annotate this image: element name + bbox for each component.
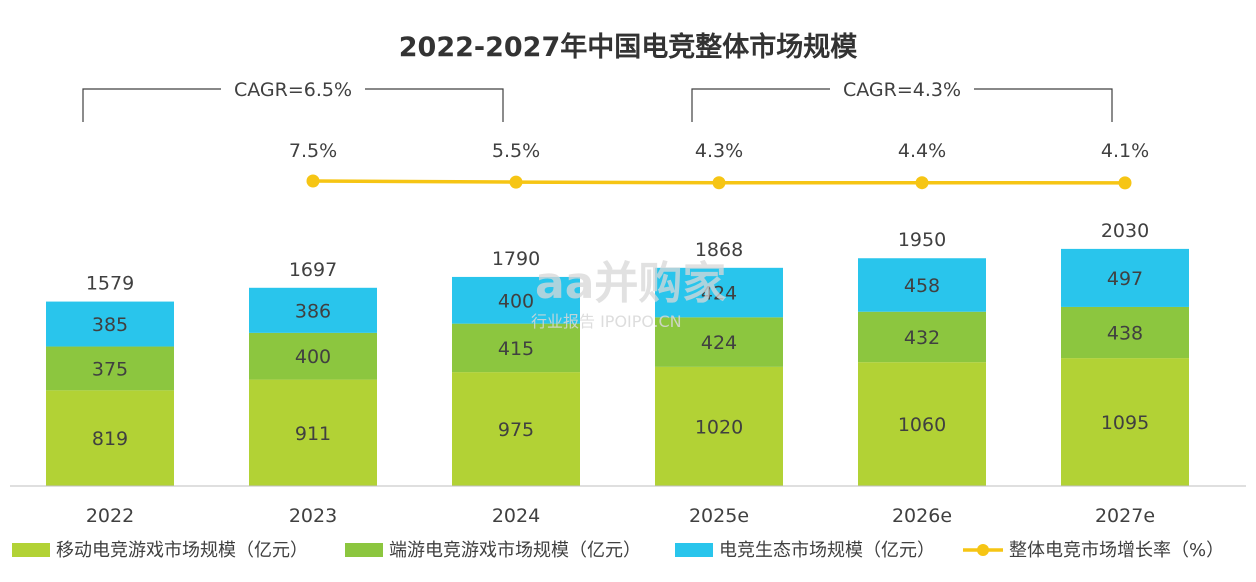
bar-value-label: 400 <box>498 290 534 312</box>
bar-total-label: 1950 <box>898 229 946 251</box>
bar-segment-3-2026e <box>858 258 986 312</box>
cagr-annotations: CAGR=6.5% CAGR=4.3% <box>82 79 1113 122</box>
bar-segment-1-2023 <box>249 379 377 486</box>
cagr-label: CAGR=6.5% <box>234 79 352 101</box>
legend-label: 端游电竞游戏市场规模（亿元） <box>389 540 641 561</box>
legend-label: 移动电竞游戏市场规模（亿元） <box>56 540 308 561</box>
bar-total-label: 2030 <box>1101 220 1149 242</box>
bar-value-label: 424 <box>701 283 737 305</box>
x-tick-label: 2027e <box>1095 505 1155 527</box>
bar-value-label: 385 <box>92 314 128 336</box>
legend-swatch <box>675 543 713 557</box>
x-tick-label: 2022 <box>86 505 134 527</box>
bar-segment-3-2025e <box>655 267 783 318</box>
legend-label: 电竞生态市场规模（亿元） <box>719 540 935 561</box>
bar-segment-1-2026e <box>858 362 986 486</box>
bar-value-label: 911 <box>295 423 331 445</box>
bar-segment-2-2026e <box>858 311 986 363</box>
growth-label: 4.1% <box>1101 140 1149 162</box>
x-tick-label: 2023 <box>289 505 337 527</box>
bar-value-label: 424 <box>701 332 737 354</box>
bar-segment-3-2023 <box>249 287 377 333</box>
bar-segment-3-2024 <box>452 276 580 324</box>
bar-segment-2-2022 <box>46 346 174 391</box>
growth-label: 7.5% <box>289 140 337 162</box>
growth-line-group: 7.5% 5.5% 4.3% 4.4% 4.1% <box>289 140 1149 190</box>
bar-segment-3-2027e <box>1061 248 1189 307</box>
growth-point <box>915 176 929 190</box>
bar-value-label: 438 <box>1107 323 1143 345</box>
bar-total-label: 1868 <box>695 239 743 261</box>
growth-point <box>509 175 523 189</box>
growth-label: 4.3% <box>695 140 743 162</box>
legend-label: 整体电竞市场增长率（%） <box>1009 540 1224 561</box>
bar-segment-2-2025e <box>655 317 783 367</box>
watermark-sub: 行业报告 IPOIPO.CN <box>531 312 682 331</box>
growth-label: 4.4% <box>898 140 946 162</box>
bar-segment-1-2024 <box>452 372 580 486</box>
bar-value-label: 1060 <box>898 414 946 436</box>
bar-segment-1-2025e <box>655 366 783 486</box>
bar-value-label: 975 <box>498 419 534 441</box>
bar-segment-2-2027e <box>1061 306 1189 359</box>
watermark: aa并购家 行业报告 IPOIPO.CN <box>531 258 726 331</box>
bar-segment-2-2023 <box>249 332 377 380</box>
cagr-bracket <box>691 88 1113 122</box>
growth-point <box>712 176 726 190</box>
legend-marker <box>977 544 989 556</box>
chart-title: 2022-2027年中国电竞整体市场规模 <box>399 31 858 63</box>
bar-segment-3-2022 <box>46 301 174 347</box>
x-tick-label: 2024 <box>492 505 540 527</box>
bar-value-label: 497 <box>1107 268 1143 290</box>
bar-total-label: 1697 <box>289 259 337 281</box>
bar-value-label: 386 <box>295 300 331 322</box>
watermark-main: aa并购家 <box>535 258 726 309</box>
bar-segment-1-2022 <box>46 390 174 486</box>
x-tick-label: 2025e <box>689 505 749 527</box>
bars-group: 819 375 385 1579 911 400 386 1697 975 415 400 1790 1… <box>46 220 1189 486</box>
bar-value-label: 1095 <box>1101 412 1149 434</box>
bar-value-label: 400 <box>295 346 331 368</box>
bar-value-label: 1020 <box>695 416 743 438</box>
bar-value-label: 458 <box>904 275 940 297</box>
growth-point <box>306 174 320 188</box>
bar-total-label: 1790 <box>492 248 540 270</box>
growth-point <box>1118 176 1132 190</box>
legend: 移动电竞游戏市场规模（亿元） 端游电竞游戏市场规模（亿元） 电竞生态市场规模（亿元）… <box>12 540 1224 561</box>
bar-value-label: 375 <box>92 358 128 380</box>
x-tick-label: 2026e <box>892 505 952 527</box>
cagr-bracket <box>82 88 504 122</box>
legend-swatch <box>345 543 383 557</box>
cagr-label: CAGR=4.3% <box>843 79 961 101</box>
legend-swatch <box>12 543 50 557</box>
bar-segment-1-2027e <box>1061 358 1189 486</box>
x-tick-labels: 2022 2023 2024 2025e 2026e 2027e <box>86 505 1155 527</box>
growth-label: 5.5% <box>492 140 540 162</box>
bar-segment-2-2024 <box>452 323 580 373</box>
bar-value-label: 819 <box>92 428 128 450</box>
bar-value-label: 432 <box>904 327 940 349</box>
bar-value-label: 415 <box>498 338 534 360</box>
bar-total-label: 1579 <box>86 273 134 295</box>
